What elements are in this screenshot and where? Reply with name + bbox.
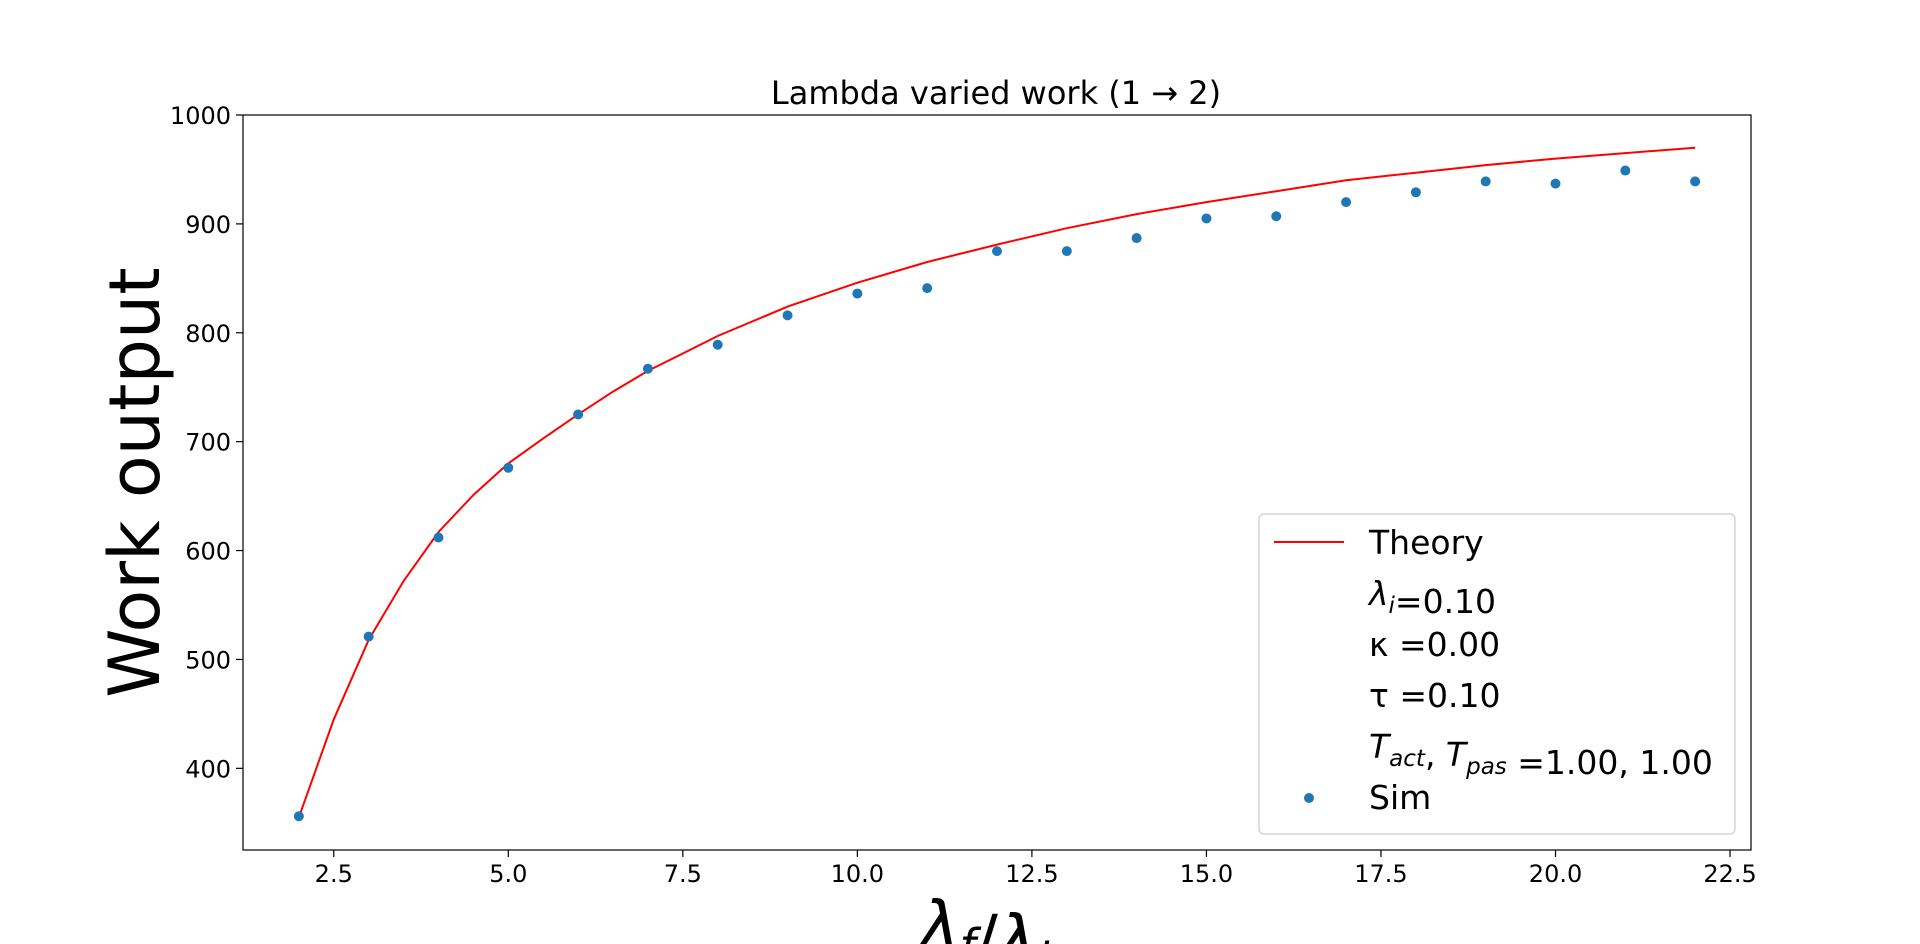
legend-entry: Sim bbox=[1369, 778, 1431, 817]
legend-entry: λi=0.10 bbox=[1367, 574, 1496, 621]
axis-ticks: 2.5 5.0 7.5 10.0 12.5 15.0 17.5 20.0 22.5 400 500 6… bbox=[170, 102, 1757, 888]
y-axis-label: Work output bbox=[94, 267, 176, 697]
legend: Theory λi=0.10 κ =0.00 τ =0.10 Tact, Tpas =1… bbox=[1258, 513, 1736, 835]
x-tick-label: 2.5 bbox=[315, 860, 353, 888]
sim-point bbox=[363, 631, 374, 642]
y-tick-label: 600 bbox=[185, 538, 231, 566]
x-tick-label: 10.0 bbox=[831, 860, 884, 888]
y-tick-label: 500 bbox=[185, 646, 231, 674]
legend-entry: τ =0.10 bbox=[1369, 676, 1500, 715]
sim-point bbox=[433, 532, 444, 543]
x-tick-label: 22.5 bbox=[1703, 860, 1756, 888]
x-axis-label: λf/λi bbox=[917, 887, 1050, 944]
x-tick-label: 20.0 bbox=[1529, 860, 1582, 888]
x-tick-label: 15.0 bbox=[1180, 860, 1233, 888]
sim-point bbox=[1410, 187, 1421, 198]
theory-line bbox=[297, 146, 1696, 818]
sim-point bbox=[503, 462, 514, 473]
y-tick-label: 800 bbox=[185, 320, 231, 348]
sim-point bbox=[712, 339, 723, 350]
legend-box bbox=[1258, 513, 1736, 835]
chart-title: Lambda varied work (1 → 2) bbox=[771, 74, 1221, 112]
sim-point bbox=[293, 811, 304, 822]
sim-point bbox=[1341, 197, 1352, 208]
sim-point bbox=[1690, 176, 1701, 187]
x-tick-label: 12.5 bbox=[1005, 860, 1058, 888]
sim-point bbox=[1061, 246, 1072, 257]
x-tick-label: 7.5 bbox=[664, 860, 702, 888]
legend-entry: Tact, Tpas =1.00, 1.00 bbox=[1369, 727, 1713, 782]
sim-point bbox=[852, 288, 863, 299]
sim-point bbox=[1620, 165, 1631, 176]
y-tick-label: 900 bbox=[185, 211, 231, 239]
sim-point bbox=[1480, 176, 1491, 187]
y-tick-label: 1000 bbox=[170, 102, 231, 130]
sim-point bbox=[573, 409, 584, 420]
legend-entry: Theory bbox=[1368, 523, 1484, 562]
sim-point bbox=[1550, 178, 1561, 189]
plot-series bbox=[293, 146, 1701, 822]
x-tick-label: 5.0 bbox=[489, 860, 527, 888]
y-tick-label: 400 bbox=[185, 755, 231, 783]
sim-point bbox=[782, 310, 793, 321]
y-tick-label: 700 bbox=[185, 429, 231, 457]
sim-point bbox=[922, 283, 933, 294]
legend-dot-swatch bbox=[1304, 793, 1314, 803]
x-tick-label: 17.5 bbox=[1354, 860, 1407, 888]
legend-entry: κ =0.00 bbox=[1369, 625, 1500, 664]
plot-frame bbox=[242, 114, 1752, 851]
sim-point bbox=[642, 363, 653, 374]
sim-point bbox=[1271, 211, 1282, 222]
sim-point bbox=[1131, 233, 1142, 244]
sim-point bbox=[1201, 213, 1212, 224]
sim-point bbox=[992, 246, 1002, 257]
